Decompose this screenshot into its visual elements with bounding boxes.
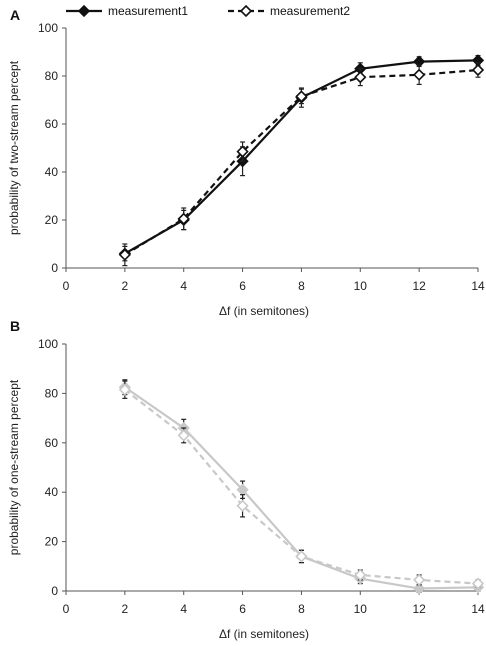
x-tick-label: 14: [471, 279, 485, 293]
x-tick-label: 10: [354, 279, 368, 293]
x-tick-label: 6: [239, 602, 246, 616]
panel-label: A: [10, 7, 20, 23]
x-tick-label: 12: [412, 602, 426, 616]
legend-label: measurement2: [270, 4, 350, 18]
series-measurement1: [118, 54, 485, 262]
data-point-marker: [471, 63, 485, 77]
chart-panel-A: A 0 20 40 60 80 100 0 2 4 6 8 10 12 14 Δf (in semitones…: [7, 4, 485, 318]
data-point-marker: [471, 577, 485, 590]
x-tick-label: 4: [180, 602, 187, 616]
legend-label: measurement1: [108, 4, 188, 18]
y-tick-label: 80: [45, 69, 59, 83]
x-tick-label: 4: [180, 279, 187, 293]
x-tick-label: 8: [298, 279, 305, 293]
x-tick-label: 12: [412, 279, 426, 293]
y-tick-label: 20: [45, 213, 59, 227]
y-tick-label: 60: [45, 117, 59, 131]
data-point-marker: [413, 573, 426, 587]
x-tick-label: 8: [298, 602, 305, 616]
y-tick-label: 100: [38, 337, 58, 351]
y-tick-label: 20: [45, 535, 59, 549]
legend-marker: [239, 4, 253, 18]
legend-marker: [77, 4, 91, 18]
data-point-marker: [354, 71, 367, 84]
data-point-marker: [413, 68, 426, 81]
data-point-marker: [354, 568, 367, 582]
x-tick-label: 6: [239, 279, 246, 293]
y-tick-label: 0: [51, 584, 58, 598]
y-tick-label: 60: [45, 436, 59, 450]
x-tick-label: 2: [122, 602, 129, 616]
data-point-marker: [413, 582, 426, 595]
panel-label: B: [10, 318, 20, 334]
x-tick-label: 2: [122, 279, 129, 293]
data-point-marker: [177, 212, 190, 225]
y-tick-label: 100: [38, 21, 58, 35]
x-tick-label: 0: [63, 602, 70, 616]
series-measurement2: [118, 380, 485, 590]
y-tick-label: 0: [51, 261, 58, 275]
data-point-marker: [118, 248, 131, 261]
data-point-marker: [236, 499, 249, 512]
series-measurement2: [118, 62, 485, 267]
x-tick-label: 14: [471, 602, 485, 616]
y-axis-title: probability of one-stream percept: [7, 379, 21, 555]
data-point-marker: [295, 550, 308, 563]
y-axis-title: probability of two-stream percept: [7, 60, 21, 235]
x-axis-title: Δf (in semitones): [219, 304, 309, 318]
legend: measurement1 measurement2: [66, 4, 350, 18]
y-tick-label: 80: [45, 386, 59, 400]
data-point-marker: [236, 145, 249, 158]
x-tick-label: 10: [354, 602, 368, 616]
chart-panel-B: B 0 20 40 60 80 100 0 2 4 6 8 10 12 14 Δf (in semitones…: [7, 318, 485, 641]
data-point-marker: [295, 90, 308, 103]
y-tick-label: 40: [45, 485, 59, 499]
x-axis-title: Δf (in semitones): [219, 627, 309, 641]
y-tick-label: 40: [45, 165, 59, 179]
data-point-marker: [118, 383, 131, 396]
data-point-marker: [177, 429, 190, 442]
x-tick-label: 0: [63, 279, 70, 293]
